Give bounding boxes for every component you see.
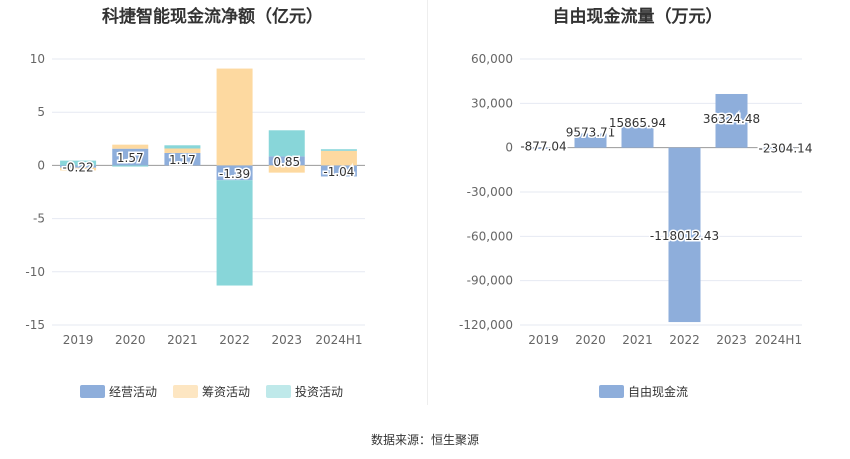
chart1-bar-自由现金流-2021 — [621, 124, 654, 148]
chart1-x-tick-label: 2024H1 — [755, 333, 802, 347]
chart0-data-label: -1.39 — [219, 167, 250, 181]
chart0-bar-筹资活动-2019 — [60, 167, 97, 171]
chart1-y-tick-label: -120,000 — [459, 318, 513, 332]
legend-label-fcf: 自由现金流 — [628, 385, 689, 399]
chart0-bar-经营活动-2019 — [60, 165, 97, 168]
right-legend: 自由现金流 — [599, 383, 688, 400]
chart1-bar-自由现金流-2023 — [715, 93, 748, 148]
chart1-y-tick-label: -90,000 — [467, 274, 513, 288]
chart1-x-tick-label: 2023 — [716, 333, 747, 347]
chart0-bar-筹资活动-2022 — [216, 68, 253, 166]
chart0-bar-经营活动-2020 — [112, 148, 149, 166]
chart0-y-tick-label: 10 — [30, 52, 45, 66]
chart0-bar-投资活动-2024H1 — [320, 149, 357, 151]
chart0-data-label: 1.57 — [117, 151, 144, 165]
chart1-data-label: 36324.48 — [703, 112, 760, 126]
data-source: 数据来源：恒生聚源 — [370, 433, 479, 447]
legend-item-financing[interactable]: 筹资活动 — [173, 383, 250, 400]
chart0-bar-投资活动-2019 — [60, 160, 97, 166]
chart0-y-tick-label: 0 — [37, 158, 45, 172]
chart1-bar-自由现金流-2022 — [668, 147, 701, 323]
legend-swatch-operating — [80, 385, 105, 398]
chart1-bar-自由现金流-2024H1 — [762, 147, 795, 152]
chart0-x-tick-label: 2019 — [63, 333, 94, 347]
left-legend: 经营活动 筹资活动 投资活动 — [80, 383, 343, 400]
chart0-bar-经营活动-2021 — [164, 152, 201, 166]
chart0-bar-经营活动-2024H1 — [320, 165, 357, 177]
chart1-y-tick-label: 30,000 — [471, 96, 513, 110]
chart0-bar-经营活动-2022 — [216, 165, 253, 181]
legend-label-operating: 经营活动 — [109, 385, 158, 399]
chart1-x-tick-label: 2021 — [622, 333, 653, 347]
chart0-data-label: 0.85 — [273, 155, 300, 169]
chart0-data-label: -0.22 — [63, 161, 94, 175]
chart0-bar-投资活动-2021 — [164, 145, 201, 149]
legend-item-fcf[interactable]: 自由现金流 — [599, 383, 688, 400]
chart0-data-label: -1.04 — [323, 165, 354, 179]
chart0-x-tick-label: 2020 — [115, 333, 146, 347]
chart1-data-label: -118012.43 — [650, 229, 719, 243]
chart0-bar-筹资活动-2024H1 — [320, 150, 357, 166]
chart1-y-tick-label: -60,000 — [467, 229, 513, 243]
chart0-bar-投资活动-2023 — [268, 130, 305, 157]
chart1-y-tick-label: 60,000 — [471, 52, 513, 66]
chart0-bar-投资活动-2020 — [112, 165, 149, 167]
chart0-bar-筹资活动-2020 — [112, 144, 149, 149]
chart1-data-label: 9573.71 — [566, 126, 616, 140]
right-chart-title: 自由现金流量（万元） — [552, 7, 723, 27]
chart1-data-label: -877.04 — [520, 140, 566, 154]
chart1-data-label: -2304.14 — [759, 142, 813, 156]
chart1-x-tick-label: 2022 — [669, 333, 700, 347]
chart1-y-tick-label: -30,000 — [467, 185, 513, 199]
chart0-x-tick-label: 2022 — [219, 333, 250, 347]
legend-item-operating[interactable]: 经营活动 — [80, 383, 157, 400]
legend-item-investing[interactable]: 投资活动 — [266, 383, 343, 400]
chart1-data-label: 15865.94 — [609, 116, 666, 130]
chart0-x-tick-label: 2023 — [271, 333, 302, 347]
chart1-bar-自由现金流-2019 — [527, 147, 560, 149]
legend-label-investing: 投资活动 — [295, 385, 344, 399]
chart1-x-tick-label: 2019 — [528, 333, 559, 347]
chart0-bar-经营活动-2023 — [268, 156, 305, 166]
chart1-bar-自由现金流-2020 — [574, 133, 607, 148]
legend-swatch-financing — [173, 385, 199, 398]
chart0-y-tick-label: -10 — [25, 265, 45, 279]
chart0-y-tick-label: -15 — [25, 318, 45, 332]
legend-swatch-investing — [266, 385, 292, 398]
chart0-x-tick-label: 2021 — [167, 333, 198, 347]
chart0-y-tick-label: 5 — [37, 105, 45, 119]
chart0-y-tick-label: -5 — [33, 212, 45, 226]
legend-swatch-fcf — [599, 385, 624, 398]
chart0-bar-筹资活动-2021 — [164, 148, 201, 153]
legend-label-financing: 筹资活动 — [202, 385, 251, 399]
chart1-y-tick-label: 0 — [505, 141, 513, 155]
left-chart-title: 科捷智能现金流净额（亿元） — [102, 7, 323, 27]
chart0-data-label: 1.17 — [169, 153, 196, 167]
chart0-bar-筹资活动-2023 — [268, 165, 305, 173]
chart-divider — [427, 0, 428, 405]
chart0-bar-投资活动-2022 — [216, 180, 253, 286]
chart1-x-tick-label: 2020 — [575, 333, 606, 347]
chart0-x-tick-label: 2024H1 — [315, 333, 362, 347]
